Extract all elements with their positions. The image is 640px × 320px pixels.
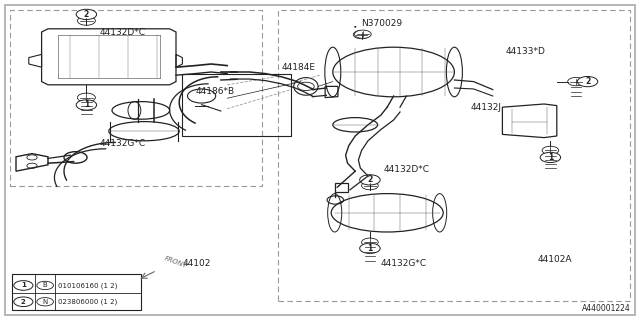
Text: B: B <box>43 283 47 288</box>
Circle shape <box>76 100 97 110</box>
Circle shape <box>76 9 97 20</box>
Circle shape <box>577 76 598 87</box>
Circle shape <box>568 77 584 86</box>
Text: 44186*B: 44186*B <box>195 87 234 96</box>
Circle shape <box>353 30 370 39</box>
Circle shape <box>14 281 33 290</box>
Text: 44184E: 44184E <box>282 63 316 72</box>
Text: 010106160 (1 2): 010106160 (1 2) <box>58 282 118 289</box>
Text: 1: 1 <box>548 153 553 162</box>
Text: 1: 1 <box>367 244 372 253</box>
Text: A440001224: A440001224 <box>582 304 630 313</box>
Text: N370029: N370029 <box>362 20 403 28</box>
Text: 1: 1 <box>84 100 89 109</box>
Circle shape <box>540 152 561 163</box>
Text: 44132G*C: 44132G*C <box>99 139 145 148</box>
Circle shape <box>77 16 95 25</box>
Circle shape <box>542 146 559 155</box>
Text: 44132D*C: 44132D*C <box>384 165 430 174</box>
Circle shape <box>77 93 95 102</box>
Circle shape <box>361 34 362 35</box>
Text: 44132G*C: 44132G*C <box>381 259 427 268</box>
Text: 2: 2 <box>21 299 26 305</box>
Text: 44132J: 44132J <box>470 103 501 112</box>
Text: 44102A: 44102A <box>538 255 572 264</box>
Circle shape <box>360 243 380 253</box>
Text: 2: 2 <box>367 175 372 184</box>
Text: 2: 2 <box>84 10 89 19</box>
Text: N: N <box>42 299 48 305</box>
Circle shape <box>360 175 380 185</box>
Circle shape <box>36 298 54 306</box>
Text: FRONT: FRONT <box>163 255 188 269</box>
Text: 44102: 44102 <box>182 260 211 268</box>
Text: 2: 2 <box>585 77 590 86</box>
Circle shape <box>362 181 378 190</box>
Circle shape <box>36 281 54 290</box>
Text: 44133*D: 44133*D <box>506 47 545 56</box>
Text: 1: 1 <box>21 283 26 288</box>
Text: 023806000 (1 2): 023806000 (1 2) <box>58 299 118 305</box>
Circle shape <box>14 297 33 307</box>
Text: 44132D*C: 44132D*C <box>99 28 145 37</box>
Circle shape <box>355 30 371 38</box>
Circle shape <box>362 238 378 246</box>
